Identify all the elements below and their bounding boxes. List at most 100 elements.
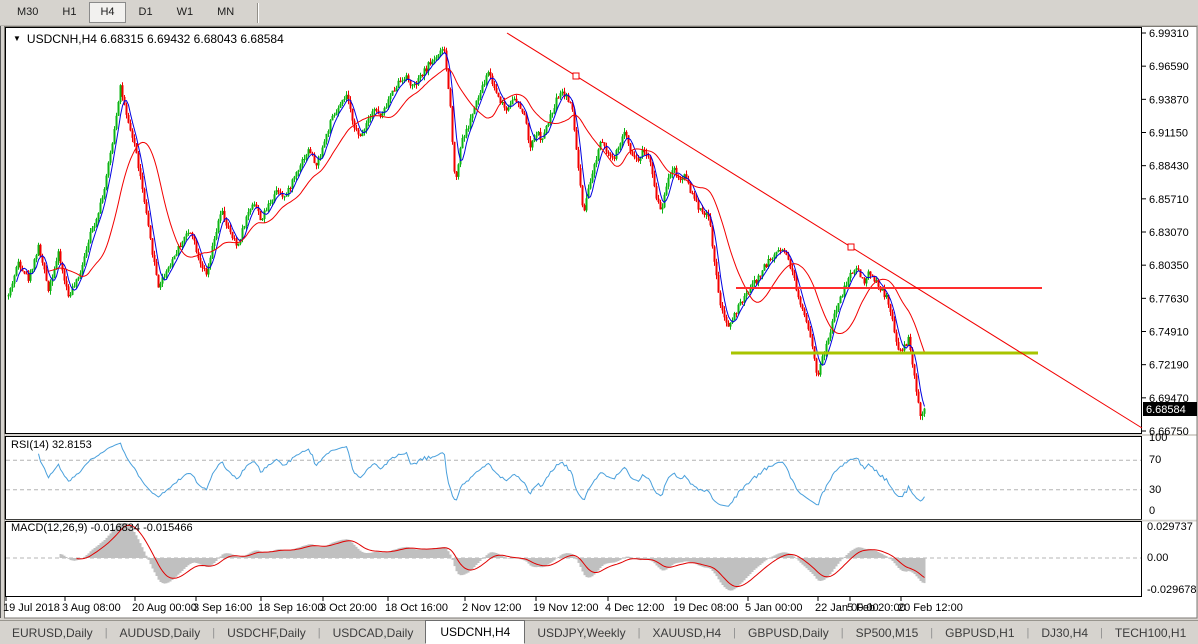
candle-body [691,192,694,194]
candle-body [373,109,376,112]
candle-body [865,277,868,284]
time-axis-label: 5 Feb 20:00 [847,602,906,614]
candle-body [541,138,544,141]
candle-body [37,244,40,256]
candle-body [527,123,530,141]
candle-body [251,204,254,209]
candle-body [327,131,330,134]
macd-axis-label: -0.029678 [1147,584,1197,596]
tab-divider: | [317,626,321,639]
chart-tab-usdjpy-weekly[interactable]: USDJPY,Weekly [537,625,626,640]
descending-trendline[interactable] [506,32,1143,429]
timeframe-button-d1[interactable]: D1 [138,6,153,18]
candle-body [653,174,656,187]
candle-body [745,293,748,297]
candle-body [685,174,688,179]
chart-tab-xauusd-h4[interactable]: XAUUSD,H4 [652,625,722,640]
candle-body [19,261,22,269]
price-axis-label: 6.99310 [1149,28,1189,40]
trendline-anchor-handle[interactable] [847,243,855,251]
candle-body [453,141,456,172]
candle-body [617,147,620,150]
candle-body [621,136,624,144]
pane-splitter[interactable] [4,519,1197,522]
candle-body [495,88,498,93]
candle-body [491,75,494,84]
candle-body [389,95,392,100]
timeframe-button-h1[interactable]: H1 [62,6,77,18]
timeframe-button-mn[interactable]: MN [217,6,235,18]
candle-body [437,54,440,58]
candle-body [503,102,506,108]
trendline-anchor-handle[interactable] [572,72,580,80]
symbol-dropdown-icon[interactable]: ▼ [13,34,21,43]
candle-body [803,308,806,316]
candle-body [71,287,74,295]
candle-body [241,228,244,240]
candle-body [299,165,302,171]
chart-tab-sp500-m15[interactable]: SP500,M15 [855,625,919,640]
price-axis-label: 6.69470 [1149,393,1189,405]
candle-body [899,349,902,351]
candle-body [705,213,708,215]
candle-body [317,158,320,166]
candle-body [741,301,744,303]
candle-body [307,149,310,155]
timeframe-button-w1[interactable]: W1 [176,6,194,18]
timeframe-button-h4[interactable]: H4 [89,2,126,23]
price-axis-label: 6.72190 [1149,360,1189,372]
candle-body [193,236,196,241]
candle-body [669,174,672,178]
candle-body [341,99,344,104]
candle-body [83,256,86,265]
chart-tab-usdcnh-h4[interactable]: USDCNH,H4 [425,619,526,644]
candle-body [923,408,926,414]
ma-fast-line [16,51,925,407]
candle-body [147,213,150,226]
candle-body [673,167,676,170]
candle-body [781,249,784,251]
chart-tab-eurusd-daily[interactable]: EURUSD,Daily [12,625,93,640]
candle-body [363,129,366,133]
candle-body [139,168,142,177]
chart-tab-dj30-h4[interactable]: DJ30,H4 [1041,625,1089,640]
candle-body [343,99,346,100]
macd-pane[interactable] [5,521,1142,597]
tab-divider: | [1026,626,1030,639]
chart-tab-audusd-daily[interactable]: AUDUSD,Daily [119,625,201,640]
main-price-pane[interactable] [5,27,1142,434]
pane-splitter[interactable] [4,434,1197,436]
candle-body [793,271,796,278]
candle-body [563,91,566,97]
time-axis-label: 5 Jan 00:00 [745,602,803,614]
candle-body [717,275,720,293]
candle-body [325,133,328,142]
candle-body [201,263,204,268]
chart-tab-gbpusd-h1[interactable]: GBPUSD,H1 [945,625,1015,640]
candle-body [333,114,336,116]
candle-body [777,250,780,252]
candle-body [229,228,232,233]
candle-body [115,115,118,129]
tab-divider: | [212,626,216,639]
candle-body [633,155,636,158]
chart-tab-gbpusd-daily[interactable]: GBPUSD,Daily [748,625,829,640]
chart-tab-tech100-h1[interactable]: TECH100,H1 [1114,625,1187,640]
candle-body [417,78,420,85]
chart-tab-usdchf-daily[interactable]: USDCHF,Daily [227,625,306,640]
candle-body [489,72,492,76]
chart-tab-usdcad-daily[interactable]: USDCAD,Daily [332,625,414,640]
price-axis-label: 6.96590 [1149,61,1189,73]
candle-body [125,104,128,115]
timeframe-button-m30[interactable]: M30 [17,6,39,18]
candle-body [39,244,42,257]
price-axis-label: 6.93870 [1149,94,1189,106]
candle-body [671,170,674,174]
candle-body [127,114,130,123]
candle-body [749,288,752,293]
candle-body [301,159,304,166]
candle-body [313,154,316,163]
candle-body [411,85,414,87]
tab-divider: | [733,626,737,639]
